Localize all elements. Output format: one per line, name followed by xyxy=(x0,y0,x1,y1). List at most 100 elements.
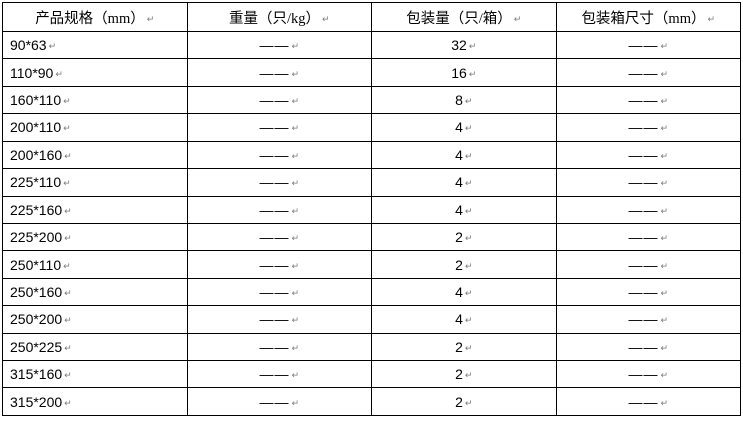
paragraph-mark-icon: ↵ xyxy=(660,343,669,354)
paragraph-mark-icon: ↵ xyxy=(55,69,63,80)
cell-weight: —— ↵ xyxy=(186,387,372,416)
paragraph-mark-icon: ↵ xyxy=(291,316,300,327)
cell-text: —— xyxy=(628,146,659,163)
cell-weight: —— ↵ xyxy=(186,305,372,334)
paragraph-mark-icon: ↵ xyxy=(464,343,473,354)
paragraph-mark-icon: ↵ xyxy=(513,14,522,25)
cell-text: 160*110 xyxy=(10,92,62,109)
cell-text: 225*160 xyxy=(10,201,63,218)
cell-text: —— xyxy=(259,366,290,383)
cell-box: —— ↵ xyxy=(555,168,741,197)
cell-spec: 250*160 ↵ xyxy=(2,277,188,307)
cell-text: 4 xyxy=(455,119,463,136)
cell-qty: 4 ↵ xyxy=(371,113,557,142)
paragraph-mark-icon: ↵ xyxy=(707,14,716,25)
paragraph-mark-icon: ↵ xyxy=(291,371,300,382)
cell-box: —— ↵ xyxy=(555,30,741,60)
cell-text: 315*200 xyxy=(10,393,63,410)
cell-weight: —— ↵ xyxy=(186,113,372,142)
paragraph-mark-icon: ↵ xyxy=(64,206,72,217)
cell-text: 315*160 xyxy=(10,366,63,383)
cell-weight: —— ↵ xyxy=(186,58,372,87)
paragraph-mark-icon: ↵ xyxy=(63,261,71,272)
cell-text: 200*160 xyxy=(10,146,63,163)
table-row: 200*110 ↵ —— ↵ 4 ↵ —— ↵ xyxy=(2,113,741,142)
cell-text: 32 xyxy=(451,37,467,54)
cell-text: 4 xyxy=(455,284,463,300)
cell-text: 16 xyxy=(451,64,467,81)
paragraph-mark-icon: ↵ xyxy=(48,42,57,53)
cell-weight: —— ↵ xyxy=(186,168,372,197)
table-row: 250*200 ↵ —— ↵ 4 ↵ —— ↵ xyxy=(2,305,741,334)
cell-weight: —— ↵ xyxy=(186,250,372,279)
cell-text: 110*90 xyxy=(10,64,54,81)
cell-qty: 2 ↵ xyxy=(371,222,557,252)
header-label: 重量（只/kg） xyxy=(228,10,320,27)
table-row: 90*63 ↵ —— ↵ 32 ↵ —— ↵ xyxy=(2,30,741,60)
cell-box: —— ↵ xyxy=(555,85,741,115)
product-spec-table: 产品规格（mm） ↵ 重量（只/kg） ↵ 包装量（只/箱） ↵ 包装箱尺寸（mm） ↵… xyxy=(2,2,741,416)
table-row: 160*110 ↵ —— ↵ 8 ↵ —— ↵ xyxy=(2,85,741,115)
cell-qty: 8 ↵ xyxy=(371,85,557,115)
paragraph-mark-icon: ↵ xyxy=(291,343,300,354)
cell-box: —— ↵ xyxy=(555,360,741,389)
paragraph-mark-icon: ↵ xyxy=(468,69,477,80)
cell-text: —— xyxy=(259,393,290,410)
cell-spec: 90*63 ↵ xyxy=(2,30,188,60)
paragraph-mark-icon: ↵ xyxy=(660,261,669,272)
cell-text: 250*225 xyxy=(10,338,63,355)
paragraph-mark-icon: ↵ xyxy=(64,398,72,409)
paragraph-mark-icon: ↵ xyxy=(464,261,473,272)
cell-box: —— ↵ xyxy=(555,113,741,142)
paragraph-mark-icon: ↵ xyxy=(64,316,72,327)
paragraph-mark-icon: ↵ xyxy=(64,371,72,382)
paragraph-mark-icon: ↵ xyxy=(464,289,473,299)
table-body: 90*63 ↵ —— ↵ 32 ↵ —— ↵ 110*90 ↵ —— ↵ 16 ↵ —— ↵ 160*110 ↵ —… xyxy=(2,30,741,416)
cell-text: —— xyxy=(628,37,659,54)
paragraph-mark-icon: ↵ xyxy=(63,97,71,108)
cell-spec: 315*160 ↵ xyxy=(2,360,188,389)
cell-qty: 4 ↵ xyxy=(371,140,557,170)
paragraph-mark-icon: ↵ xyxy=(291,398,300,409)
paragraph-mark-icon: ↵ xyxy=(291,42,300,53)
header-cell-box: 包装箱尺寸（mm） ↵ xyxy=(555,2,741,32)
table-row: 250*225 ↵ —— ↵ 2 ↵ —— ↵ xyxy=(2,332,741,362)
paragraph-mark-icon: ↵ xyxy=(464,234,473,245)
cell-qty: 4 ↵ xyxy=(371,277,557,307)
cell-spec: 200*110 ↵ xyxy=(2,113,188,142)
paragraph-mark-icon: ↵ xyxy=(464,97,473,108)
cell-text: —— xyxy=(259,64,290,81)
cell-text: —— xyxy=(628,311,659,328)
cell-text: —— xyxy=(628,201,659,218)
cell-text: —— xyxy=(259,119,290,136)
cell-text: 4 xyxy=(455,146,463,163)
cell-text: —— xyxy=(628,284,659,300)
paragraph-mark-icon: ↵ xyxy=(64,343,72,354)
cell-spec: 250*225 ↵ xyxy=(2,332,188,362)
cell-box: —— ↵ xyxy=(555,387,741,416)
cell-qty: 2 ↵ xyxy=(371,332,557,362)
paragraph-mark-icon: ↵ xyxy=(464,179,473,190)
cell-qty: 4 ↵ xyxy=(371,195,557,224)
cell-spec: 250*110 ↵ xyxy=(2,250,188,279)
cell-text: —— xyxy=(628,64,659,81)
table-row: 225*110 ↵ —— ↵ 4 ↵ —— ↵ xyxy=(2,168,741,197)
paragraph-mark-icon: ↵ xyxy=(660,69,669,80)
cell-spec: 250*200 ↵ xyxy=(2,305,188,334)
table-row: 225*160 ↵ —— ↵ 4 ↵ —— ↵ xyxy=(2,195,741,224)
cell-box: —— ↵ xyxy=(555,222,741,252)
cell-weight: —— ↵ xyxy=(186,222,372,252)
cell-spec: 225*200 ↵ xyxy=(2,222,188,252)
table-row: 110*90 ↵ —— ↵ 16 ↵ —— ↵ xyxy=(2,58,741,87)
paragraph-mark-icon: ↵ xyxy=(291,124,300,135)
cell-weight: —— ↵ xyxy=(186,140,372,170)
cell-text: —— xyxy=(628,338,659,355)
cell-text: —— xyxy=(259,229,290,246)
header-cell-weight: 重量（只/kg） ↵ xyxy=(186,2,372,32)
cell-spec: 225*160 ↵ xyxy=(2,195,188,224)
cell-text: 225*200 xyxy=(10,229,63,246)
paragraph-mark-icon: ↵ xyxy=(464,124,473,135)
cell-text: —— xyxy=(628,174,659,191)
paragraph-mark-icon: ↵ xyxy=(660,179,669,190)
